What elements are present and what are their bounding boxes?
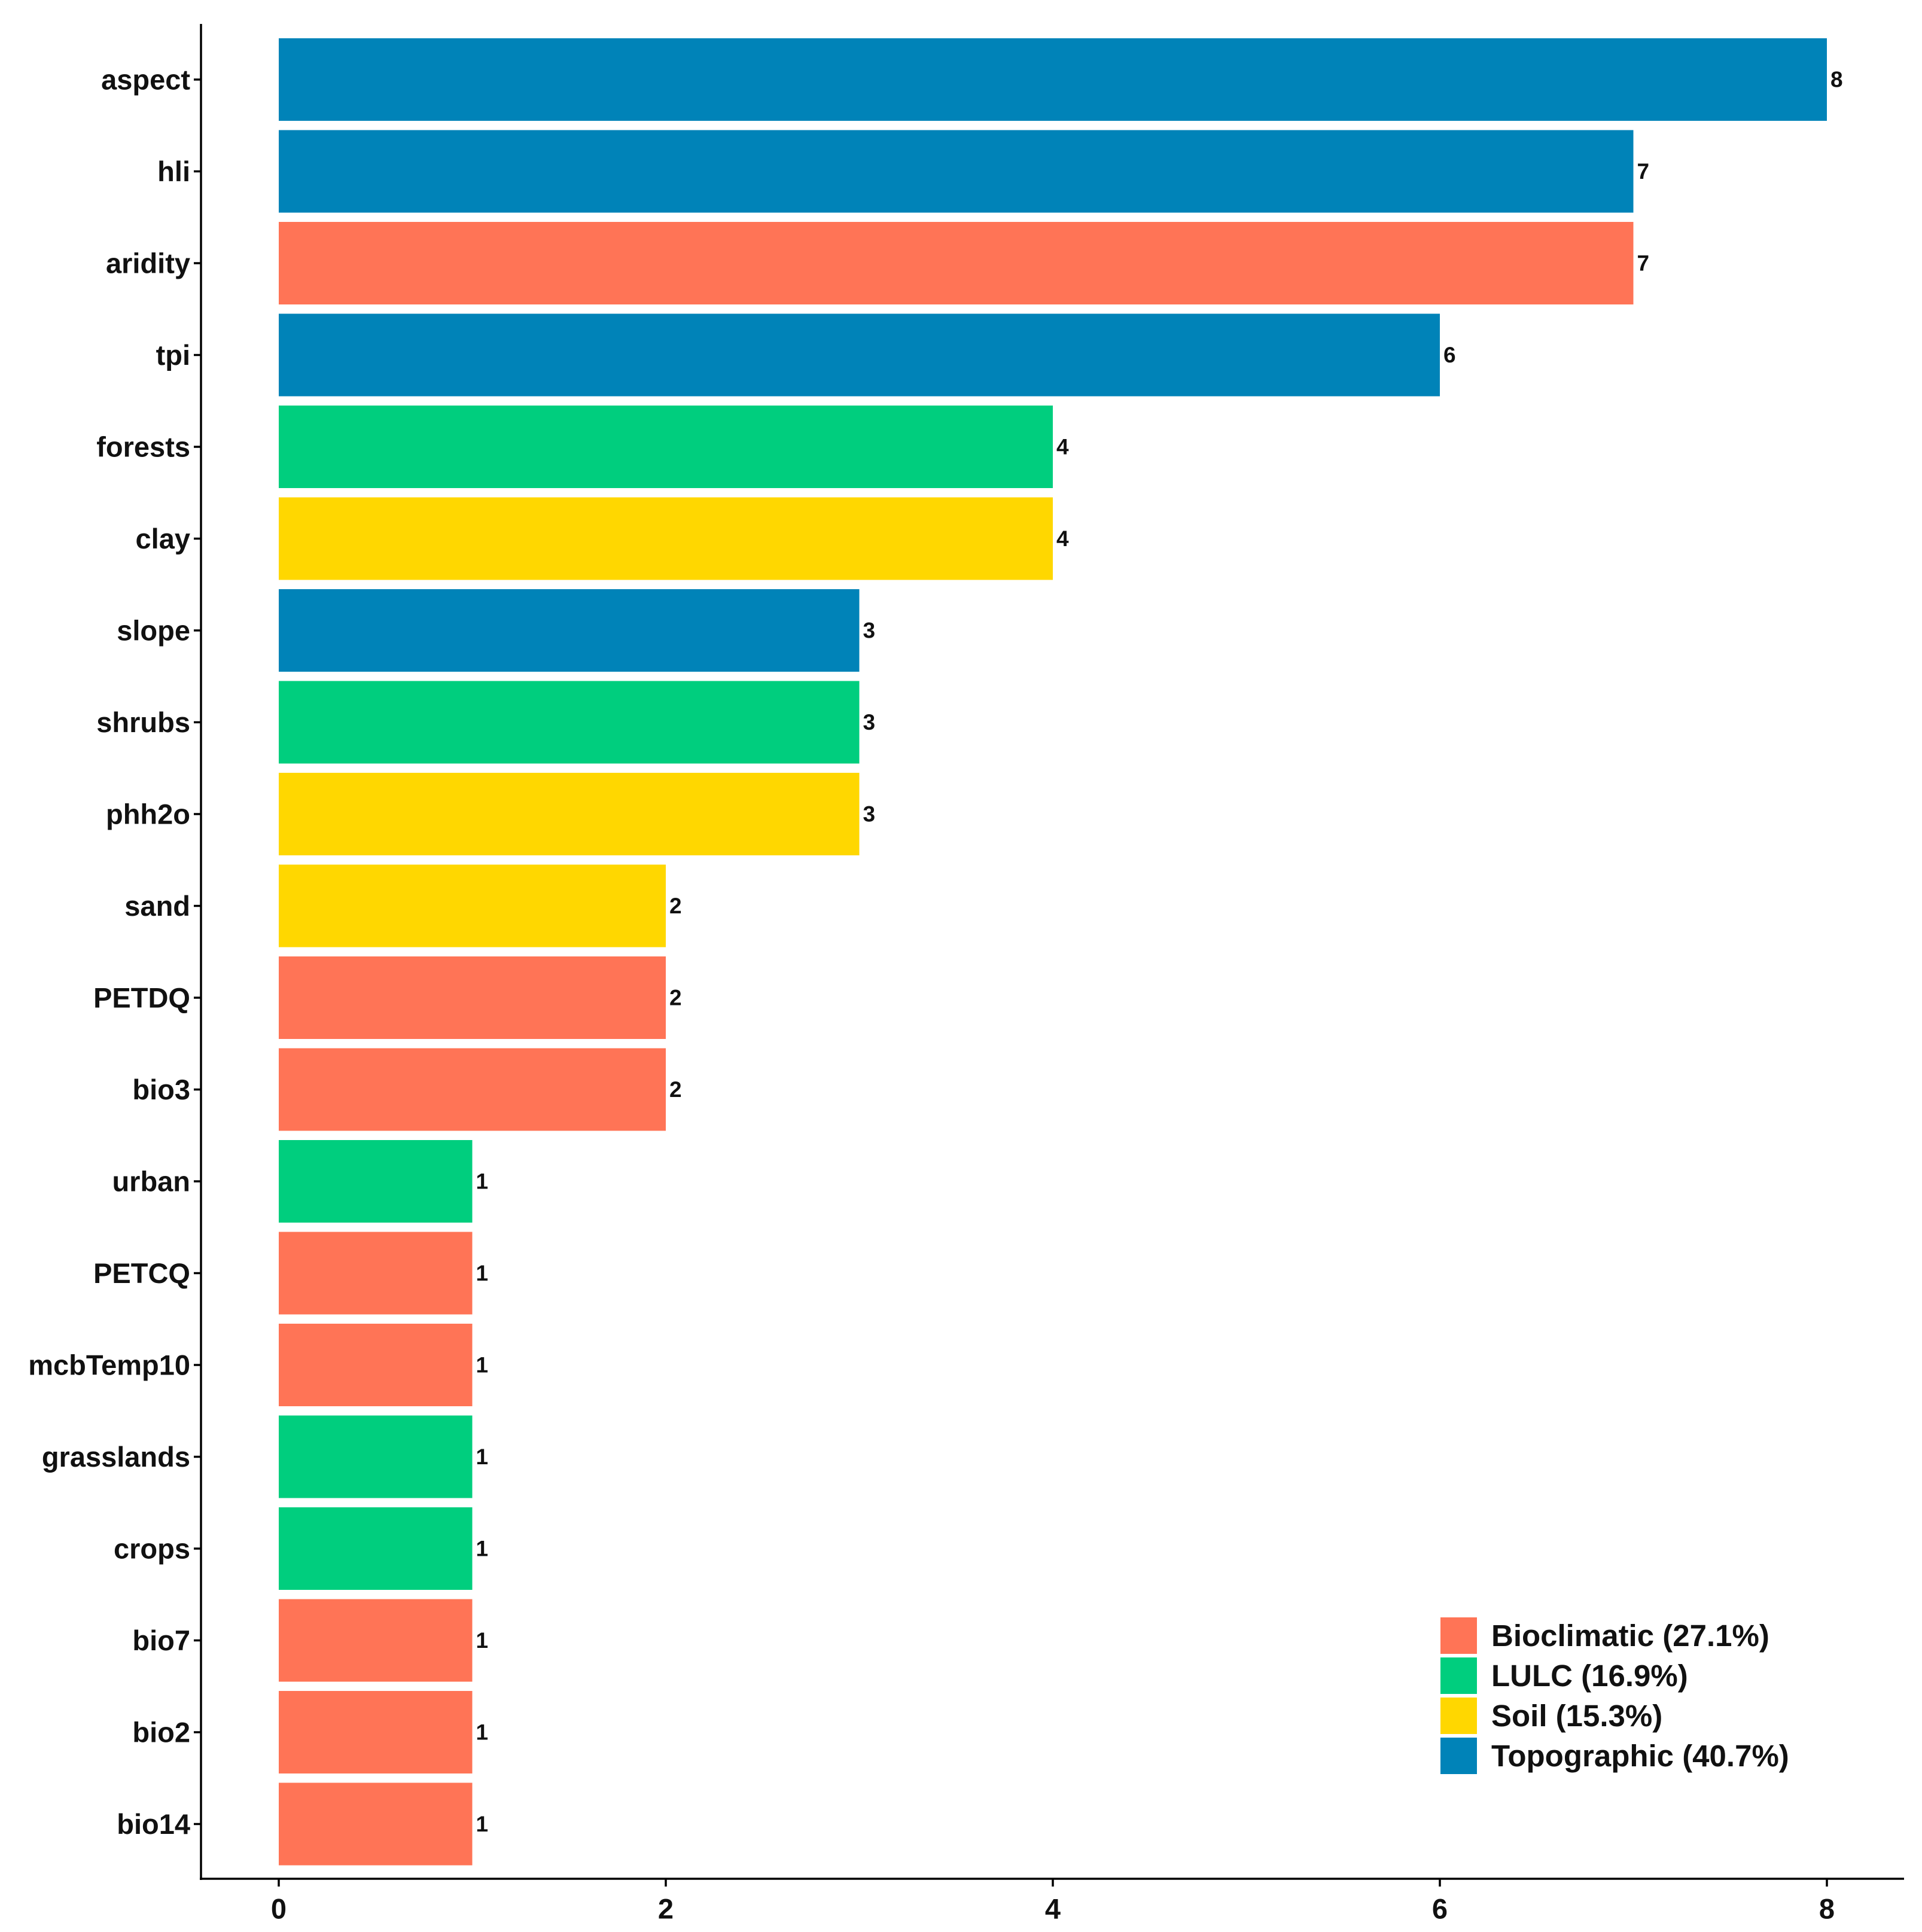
x-tick-label: 0 (271, 1893, 287, 1925)
bar-bio2 (279, 1691, 473, 1773)
data-label-mcbTemp10: 1 (476, 1353, 489, 1378)
category-label-bio7: bio7 (132, 1625, 190, 1656)
data-label-bio2: 1 (476, 1720, 489, 1745)
legend-label-lulc: LULC (16.9%) (1491, 1659, 1688, 1693)
bar-shrubs (279, 681, 860, 764)
category-label-urban: urban (112, 1166, 190, 1197)
data-label-PETCQ: 1 (476, 1261, 489, 1285)
bars-layer (279, 38, 1827, 1866)
bar-grasslands (279, 1415, 473, 1498)
category-label-hli: hli (157, 156, 190, 187)
category-label-bio2: bio2 (132, 1717, 190, 1748)
bar-PETDQ (279, 956, 666, 1039)
data-label-grasslands: 1 (476, 1445, 489, 1469)
bar-hli (279, 130, 1634, 213)
category-label-grasslands: grasslands (42, 1441, 190, 1473)
category-label-crops: crops (114, 1533, 190, 1565)
category-label-shrubs: shrubs (96, 706, 190, 738)
x-tick-label: 4 (1045, 1893, 1061, 1925)
bar-tpi (279, 313, 1440, 397)
bar-phh2o (279, 773, 860, 855)
bar-crops (279, 1507, 473, 1590)
category-label-tpi: tpi (156, 339, 190, 371)
category-label-forests: forests (96, 431, 190, 463)
data-label-forests: 4 (1056, 435, 1069, 459)
category-label-phh2o: phh2o (106, 799, 190, 830)
legend-key-topographic (1440, 1738, 1477, 1774)
category-labels: aspect hli aridity tpi forests clay slope shrub… (28, 64, 190, 1840)
data-label-slope: 3 (863, 618, 876, 643)
category-label-mcbTemp10: mcbTemp10 (28, 1349, 190, 1381)
category-label-PETCQ: PETCQ (93, 1257, 190, 1289)
legend-label-bioclimatic: Bioclimatic (27.1%) (1491, 1619, 1769, 1653)
bar-forests (279, 406, 1053, 488)
data-label-crops: 1 (476, 1537, 489, 1561)
bar-bio14 (279, 1782, 473, 1866)
data-label-bio3: 2 (669, 1077, 682, 1102)
category-label-sand: sand (124, 890, 190, 922)
data-labels: 8 7 7 6 4 4 3 3 3 2 2 2 1 1 1 1 1 1 1 1 (476, 68, 1843, 1837)
bar-clay (279, 497, 1053, 580)
legend-key-lulc (1440, 1657, 1477, 1694)
legend-label-topographic: Topographic (40.7%) (1491, 1739, 1789, 1773)
data-label-hli: 7 (1637, 159, 1650, 184)
bar-mcbTemp10 (279, 1324, 473, 1406)
x-tick-label: 6 (1432, 1893, 1448, 1925)
category-label-bio3: bio3 (132, 1074, 190, 1105)
x-tick-label: 2 (658, 1893, 674, 1925)
bar-bio7 (279, 1599, 473, 1682)
data-label-clay: 4 (1056, 526, 1069, 551)
bar-PETCQ (279, 1232, 473, 1315)
data-label-phh2o: 3 (863, 802, 876, 827)
data-label-aridity: 7 (1637, 251, 1650, 276)
data-label-tpi: 6 (1443, 343, 1456, 367)
axes: 0 2 4 6 8 (194, 24, 1904, 1925)
category-label-bio14: bio14 (117, 1808, 190, 1840)
bar-bio3 (279, 1048, 666, 1131)
category-label-aspect: aspect (101, 64, 190, 96)
bar-urban (279, 1140, 473, 1223)
data-label-sand: 2 (669, 894, 682, 918)
category-label-aridity: aridity (106, 248, 190, 279)
legend: Bioclimatic (27.1%) LULC (16.9%) Soil (15.… (1440, 1617, 1789, 1774)
bar-aridity (279, 222, 1634, 304)
bar-sand (279, 864, 666, 947)
bar-slope (279, 589, 860, 672)
category-label-PETDQ: PETDQ (93, 982, 190, 1014)
category-label-slope: slope (117, 615, 190, 647)
legend-key-bioclimatic (1440, 1617, 1477, 1654)
category-label-clay: clay (136, 523, 190, 554)
data-label-aspect: 8 (1830, 68, 1843, 92)
legend-key-soil (1440, 1698, 1477, 1734)
bar-aspect (279, 38, 1827, 121)
data-label-bio14: 1 (476, 1812, 489, 1836)
data-label-shrubs: 3 (863, 710, 876, 735)
legend-label-soil: Soil (15.3%) (1491, 1699, 1662, 1733)
data-label-bio7: 1 (476, 1628, 489, 1653)
data-label-urban: 1 (476, 1169, 489, 1194)
data-label-PETDQ: 2 (669, 986, 682, 1010)
x-tick-label: 8 (1819, 1893, 1835, 1925)
